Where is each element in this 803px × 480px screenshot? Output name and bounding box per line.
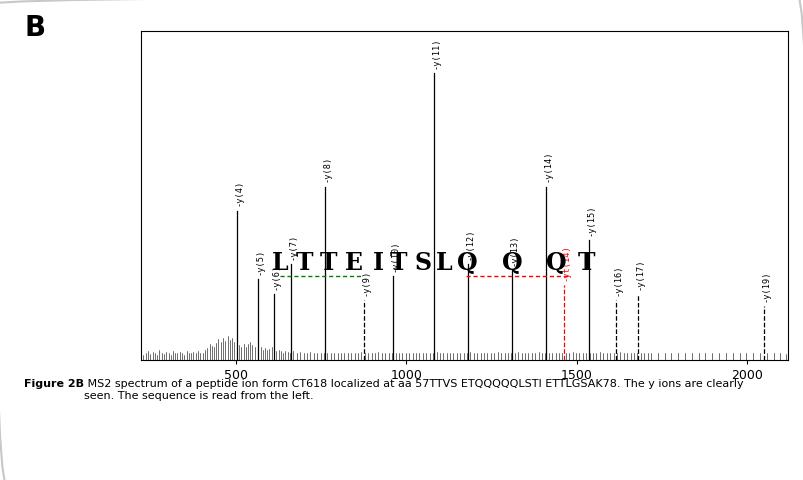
Text: T: T [577, 251, 595, 275]
Text: T: T [319, 251, 336, 275]
Text: -y(17): -y(17) [635, 258, 644, 290]
Text: L: L [435, 251, 451, 275]
Text: -y(13): -y(13) [509, 234, 518, 266]
Text: -y(9): -y(9) [361, 269, 370, 296]
Text: -y(15): -y(15) [585, 204, 594, 236]
Text: S: S [414, 251, 430, 275]
Text: I: I [373, 251, 384, 275]
Text: -y(14): -y(14) [543, 151, 552, 182]
Text: B: B [24, 14, 45, 42]
Text: -y(5): -y(5) [255, 249, 263, 275]
Text: T: T [389, 251, 407, 275]
Text: Q: Q [501, 251, 522, 275]
Text: -yt(14): -yt(14) [561, 244, 570, 281]
Text: -y(6): -y(6) [271, 264, 280, 290]
Text: E: E [344, 251, 362, 275]
Text: -y(10): -y(10) [389, 240, 399, 272]
Text: Q: Q [545, 251, 566, 275]
Text: -y(8): -y(8) [323, 156, 332, 182]
Text: -y(11): -y(11) [431, 37, 440, 69]
Text: Q: Q [457, 251, 478, 275]
Text: -y(16): -y(16) [613, 264, 622, 296]
Text: -y(7): -y(7) [288, 234, 297, 260]
Text: -y(12): -y(12) [466, 228, 475, 260]
Text: MS2 spectrum of a peptide ion form CT618 localized at aa 57TTVS ETQQQQQLSTI ETTL: MS2 spectrum of a peptide ion form CT618… [84, 379, 743, 401]
Text: -y(4): -y(4) [234, 180, 243, 206]
Text: -y(19): -y(19) [760, 270, 769, 302]
Text: L: L [271, 251, 288, 275]
Text: Figure 2B: Figure 2B [24, 379, 84, 389]
Text: T: T [295, 251, 312, 275]
